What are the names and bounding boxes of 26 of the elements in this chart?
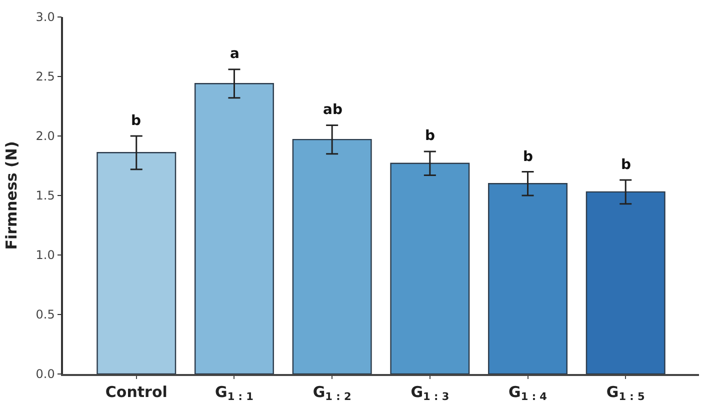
y-axis-title: Firmness (N) (2, 141, 21, 250)
x-tick-label: G$_{1 : 4}$ (508, 382, 547, 403)
x-tick-label: G$_{1 : 3}$ (410, 382, 450, 403)
y-tick-label: 3.0 (36, 10, 55, 24)
annotation: ab (323, 102, 342, 118)
y-tick-label: 2.0 (36, 129, 55, 144)
annotation: a (230, 46, 240, 62)
y-tick-label: 1.5 (36, 188, 55, 203)
annotation: b (523, 149, 534, 165)
bar (488, 183, 568, 374)
bar (390, 162, 470, 374)
bar (96, 152, 176, 374)
y-tick-label: 1.0 (36, 248, 55, 262)
y-tick-label: 0.5 (36, 308, 55, 322)
x-tick-label: G$_{1 : 5}$ (606, 382, 645, 403)
bar (292, 138, 372, 374)
annotation: b (131, 113, 142, 129)
bar (586, 191, 666, 374)
bar (194, 83, 274, 374)
annotation: b (621, 157, 632, 173)
x-tick-label: Control (105, 382, 168, 401)
annotation: b (425, 128, 436, 144)
y-tick-label: 2.5 (36, 70, 55, 84)
x-tick-label: G$_{1 : 2}$ (312, 382, 352, 403)
y-tick-label: 0.0 (36, 367, 55, 382)
x-tick-label: G$_{1 : 1}$ (215, 382, 254, 403)
